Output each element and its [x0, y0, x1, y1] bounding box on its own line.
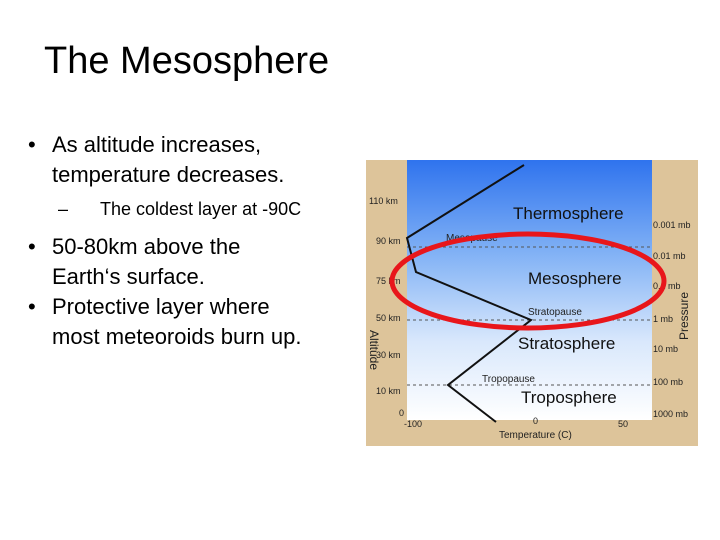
altitude-ticks: 110 km 90 km 75 km 50 km 30 km 10 km 0 — [369, 196, 404, 418]
bullet-marker: • — [28, 132, 36, 157]
label-thermosphere: Thermosphere — [513, 204, 624, 223]
temperature-profile-line — [405, 164, 533, 423]
altitude-axis-label: Altitude — [367, 330, 381, 370]
pressure-tick: 0.001 mb — [653, 220, 691, 230]
pressure-tick: 10 mb — [653, 344, 678, 354]
sub-bullet-marker: – — [58, 199, 69, 219]
label-stratosphere: Stratosphere — [518, 334, 615, 353]
label-stratopause: Stratopause — [528, 307, 582, 318]
pressure-tick: 1000 mb — [653, 409, 688, 419]
pressure-ticks: 0.001 mb 0.01 mb 0.1 mb 1 mb 10 mb 100 m… — [653, 220, 691, 419]
bullet-item-altitude: • As altitude increases, temperature dec… — [28, 130, 358, 190]
bullet-text-line: temperature decreases. — [52, 162, 285, 187]
sub-bullet-text: The coldest layer at -90C — [100, 199, 302, 219]
bullet-marker: • — [28, 234, 36, 259]
temperature-tick: 50 — [618, 419, 628, 429]
altitude-tick: 10 km — [376, 386, 401, 396]
altitude-tick: 75 km — [376, 276, 401, 286]
sub-bullet-coldest: – The coldest layer at -90C — [58, 196, 358, 222]
temperature-ticks: -100 0 50 — [404, 416, 628, 429]
pressure-tick: 100 mb — [653, 377, 683, 387]
mesosphere-highlight-ring — [389, 231, 667, 331]
bullet-text-line: 50-80km above the — [52, 234, 241, 259]
bullet-marker: • — [28, 294, 36, 319]
bullet-text-line: Protective layer where — [52, 294, 270, 319]
temperature-axis-label: Temperature (C) — [499, 430, 572, 441]
slide-title: The Mesosphere — [44, 40, 330, 82]
altitude-tick: 30 km — [376, 350, 401, 360]
pressure-axis-label: Pressure — [677, 292, 691, 340]
altitude-tick: 50 km — [376, 313, 401, 323]
pressure-tick: 0.01 mb — [653, 251, 686, 261]
sky-gradient-panel — [407, 160, 652, 420]
bullet-text-line: Earth‘s surface. — [52, 264, 205, 289]
atmosphere-layers-diagram: Thermosphere Mesopause Mesosphere Strato… — [366, 160, 698, 446]
bullet-list: • As altitude increases, temperature dec… — [28, 130, 358, 352]
altitude-tick: 90 km — [376, 236, 401, 246]
bullet-text-line: As altitude increases, — [52, 132, 262, 157]
pressure-tick: 1 mb — [653, 314, 673, 324]
temperature-tick: -100 — [404, 419, 422, 429]
bullet-item-height: • 50-80km above the Earth‘s surface. — [28, 232, 358, 292]
altitude-tick: 110 km — [369, 196, 398, 206]
atmosphere-diagram-svg: Thermosphere Mesopause Mesosphere Strato… — [366, 160, 698, 446]
bullet-text-line: most meteoroids burn up. — [52, 324, 302, 349]
label-mesosphere: Mesosphere — [528, 269, 622, 288]
label-tropopause: Tropopause — [482, 374, 535, 385]
label-troposphere: Troposphere — [521, 388, 617, 407]
altitude-tick: 0 — [399, 408, 404, 418]
pressure-tick: 0.1 mb — [653, 281, 681, 291]
temperature-tick: 0 — [533, 416, 538, 426]
bullet-item-protective: • Protective layer where most meteoroids… — [28, 292, 358, 352]
